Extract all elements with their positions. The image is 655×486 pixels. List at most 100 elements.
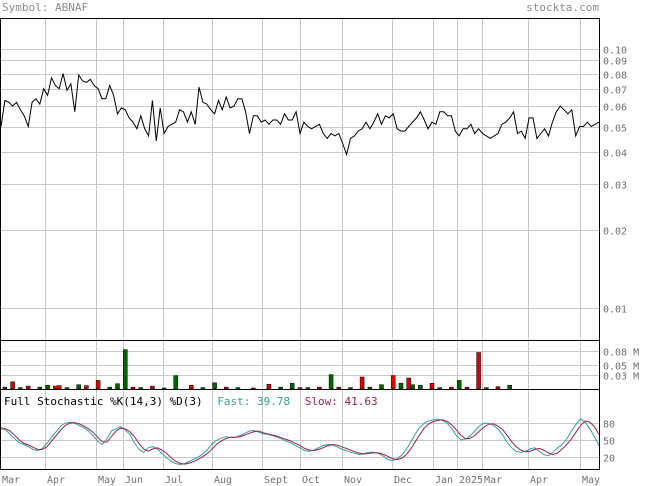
x-axis-labels: Mar Apr May Jun Jul Aug Sept Oct Nov Dec Jan 2025 Ma… <box>2 475 600 486</box>
volume-bar-20 <box>189 384 194 390</box>
price-tick-2: 0.08 <box>603 71 627 82</box>
volume-bar-29 <box>297 387 303 390</box>
volume-bar-32 <box>328 374 334 390</box>
volume-bar-34 <box>348 387 353 390</box>
stochastic-label: Full Stochastic %K(14,3) %D(3) <box>4 395 203 408</box>
volume-y-ticks: 0.08 M 0.05 M0.03 M <box>603 348 639 383</box>
volume-bar-4 <box>37 386 43 390</box>
x-tick-3: Jun <box>125 475 143 486</box>
volume-tick-2: 0.03 M <box>603 372 639 383</box>
volume-bar-12 <box>107 386 112 390</box>
price-tick-6: 0.04 <box>603 149 627 160</box>
volume-bar-50 <box>495 386 501 390</box>
volume-bar-51 <box>507 384 512 390</box>
volume-bar-30 <box>305 387 311 390</box>
stochastic-tick-2: 20 <box>603 454 615 465</box>
volume-bar-5 <box>45 384 50 390</box>
volume-bar-16 <box>138 387 144 390</box>
volume-bar-33 <box>336 386 342 390</box>
x-tick-1: Apr <box>47 475 65 486</box>
x-tick-10: Jan <box>435 475 453 486</box>
volume-bar-24 <box>235 387 241 390</box>
volume-grid <box>0 341 599 389</box>
volume-bar-47 <box>464 386 470 390</box>
x-tick-9: Dec <box>394 475 412 486</box>
stochastic-slow-line <box>0 419 600 465</box>
volume-bar-17 <box>150 385 155 390</box>
x-tick-2: May <box>98 475 116 486</box>
x-tick-7: Oct <box>302 475 320 486</box>
volume-bar-25 <box>251 387 256 390</box>
stochastic-panel: 80 50 20 Full Stochastic %K(14,3) %D(3) Fa… <box>0 389 615 470</box>
x-tick-4: Jul <box>165 475 183 486</box>
volume-bar-3 <box>25 385 31 390</box>
price-panel: 0.100.09 0.08 0.07 0.06 0.05 0.04 0.03 0.02 0.01 <box>0 18 627 341</box>
volume-bar-31 <box>317 386 322 390</box>
volume-bar-7 <box>56 385 62 390</box>
volume-bar-15 <box>130 386 136 390</box>
price-tick-4: 0.06 <box>603 103 627 114</box>
x-tick-14: May <box>582 475 600 486</box>
volume-bar-23 <box>223 386 229 390</box>
volume-bar-22 <box>212 382 217 390</box>
volume-bar-0 <box>2 386 8 390</box>
volume-bar-36 <box>367 386 373 390</box>
volume-panel: 0.08 M 0.05 M0.03 M <box>0 340 639 390</box>
volume-bar-42 <box>418 384 423 390</box>
x-tick-6: Sept <box>264 475 288 486</box>
price-tick-5: 0.05 <box>603 124 627 135</box>
price-tick-8: 0.02 <box>603 227 627 238</box>
stochastic-fast-line <box>0 418 600 466</box>
volume-bar-11 <box>95 380 101 390</box>
stochastic-title: Full Stochastic %K(14,3) %D(3) Fast: 39.… <box>4 395 378 408</box>
volume-bar-39 <box>398 382 404 390</box>
volume-bar-8 <box>64 387 70 390</box>
price-line <box>0 73 600 157</box>
volume-bar-19 <box>173 375 178 390</box>
price-tick-1: 0.09 <box>603 57 627 68</box>
volume-bar-35 <box>359 376 365 390</box>
volume-bars <box>2 349 512 390</box>
x-tick-0: Mar <box>2 475 20 486</box>
stochastic-slow-value: Slow: 41.63 <box>305 395 378 408</box>
volume-bar-18 <box>161 387 167 390</box>
volume-bar-46 <box>456 380 462 390</box>
price-grid <box>0 19 599 340</box>
x-tick-5: Aug <box>214 475 232 486</box>
stochastic-tick-1: 50 <box>603 437 615 448</box>
volume-bar-43 <box>429 382 435 390</box>
price-tick-9: 0.01 <box>603 305 627 316</box>
x-tick-11: 2025 <box>459 475 483 486</box>
volume-bar-10 <box>84 385 89 390</box>
volume-bar-6 <box>53 385 58 390</box>
volume-tick-0: 0.08 M <box>603 348 639 359</box>
volume-bar-49 <box>484 387 489 390</box>
volume-bar-38 <box>390 375 396 390</box>
volume-tick-1: 0.05 M <box>603 362 639 373</box>
volume-bar-28 <box>289 382 295 390</box>
price-y-ticks: 0.100.09 0.08 0.07 0.06 0.05 0.04 0.03 0.02 0.01 <box>603 46 627 316</box>
volume-bar-2 <box>18 387 23 390</box>
price-tick-3: 0.07 <box>603 86 627 97</box>
volume-bar-1 <box>10 381 15 390</box>
x-tick-8: Nov <box>344 475 362 486</box>
stochastic-frame <box>0 389 600 470</box>
x-tick-12: Mar <box>484 475 502 486</box>
symbol-label: Symbol: ABNAF <box>2 1 88 14</box>
price-tick-7: 0.03 <box>603 181 627 192</box>
x-tick-13: Apr <box>530 475 548 486</box>
volume-bar-45 <box>449 386 454 390</box>
volume-bar-40 <box>406 377 411 390</box>
volume-bar-26 <box>266 383 272 390</box>
volume-bar-41 <box>410 384 415 390</box>
volume-bar-27 <box>278 386 283 390</box>
volume-bar-9 <box>76 384 81 390</box>
price-tick-0: 0.10 <box>603 46 627 57</box>
volume-bar-44 <box>437 387 443 390</box>
volume-bar-37 <box>379 384 384 390</box>
site-label[interactable]: stockta.com <box>526 1 599 14</box>
stochastic-fast-value: Fast: 39.78 <box>217 395 290 408</box>
stochastic-tick-0: 80 <box>603 420 615 431</box>
stochastic-y-ticks: 80 50 20 <box>603 420 615 465</box>
